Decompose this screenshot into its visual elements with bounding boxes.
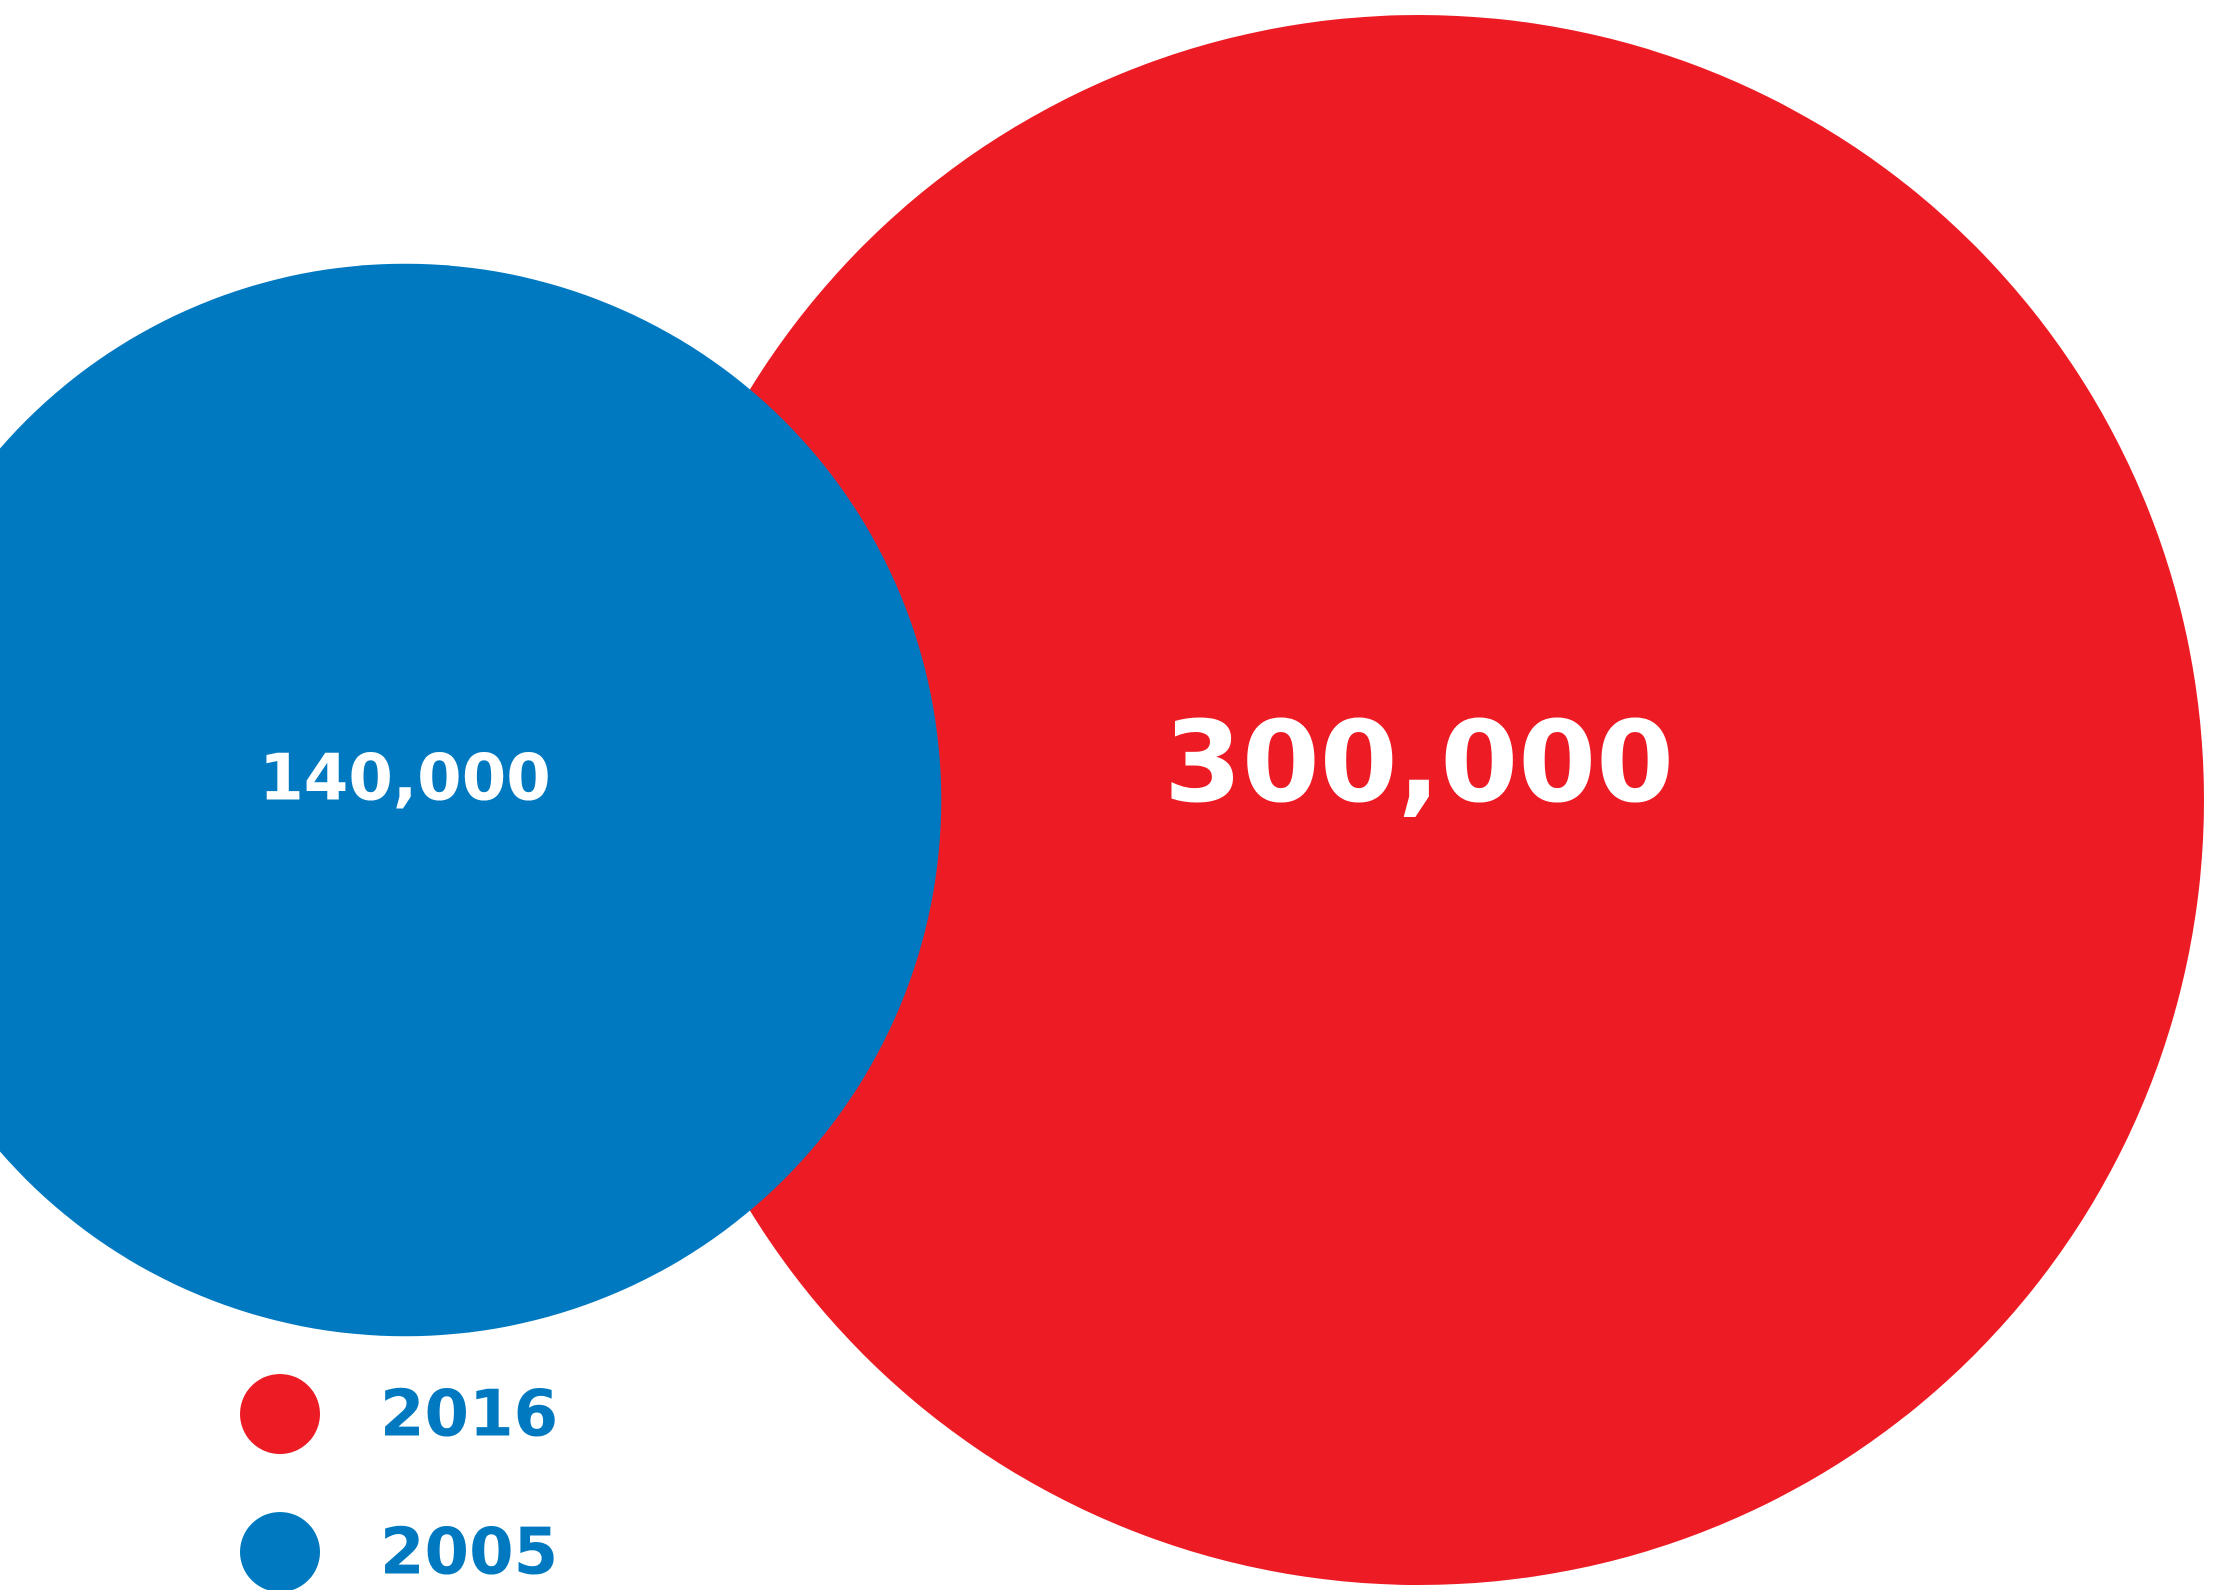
legend-label-2016: 2016 bbox=[380, 1378, 558, 1452]
legend: 2016 2005 bbox=[240, 1374, 558, 1590]
bubble-label-2005: 140,000 bbox=[259, 742, 551, 816]
bubble-label-2016: 300,000 bbox=[1164, 698, 1674, 828]
legend-swatch-2016 bbox=[240, 1374, 320, 1454]
bubbles-group: 300,000 140,000 bbox=[0, 15, 2204, 1585]
bubble-2005 bbox=[0, 263, 942, 1337]
legend-swatch-2005 bbox=[240, 1512, 320, 1590]
legend-label-2005: 2005 bbox=[380, 1516, 558, 1590]
bubble-2016 bbox=[634, 15, 2204, 1585]
